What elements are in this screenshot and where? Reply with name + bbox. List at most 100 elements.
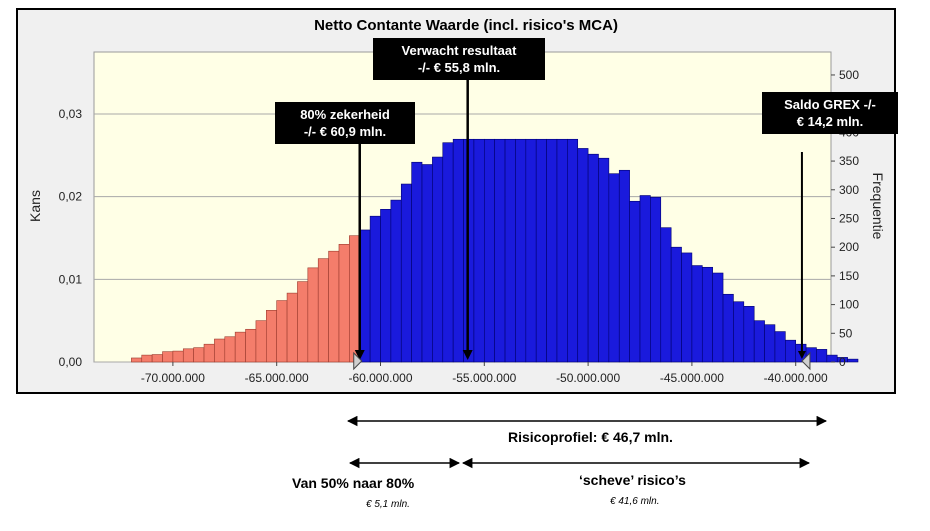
y2-tick-label-5: 250 bbox=[839, 211, 859, 225]
span-50-80-label: Van 50% naar 80% bbox=[292, 475, 415, 491]
bar-40 bbox=[546, 138, 558, 363]
bar-20 bbox=[338, 244, 350, 363]
bar-5 bbox=[182, 348, 194, 363]
bar-24 bbox=[380, 208, 392, 363]
marker-expected-arrowhead bbox=[462, 350, 473, 360]
y-tick-label-1: 0,01 bbox=[59, 272, 83, 286]
bar-15 bbox=[286, 292, 298, 363]
bar-44 bbox=[587, 153, 599, 363]
bar-11 bbox=[245, 328, 257, 363]
bar-34 bbox=[483, 138, 495, 363]
bar-6 bbox=[193, 347, 205, 363]
bar-63 bbox=[785, 339, 797, 363]
bar-2 bbox=[151, 354, 163, 363]
bar-7 bbox=[203, 343, 215, 363]
bar-60 bbox=[753, 320, 765, 363]
bar-54 bbox=[691, 265, 703, 363]
bar-38 bbox=[525, 138, 537, 363]
right-slider-handle[interactable] bbox=[801, 351, 811, 371]
bar-43 bbox=[577, 148, 589, 363]
marker-grex-arrowhead bbox=[797, 351, 806, 359]
bar-41 bbox=[556, 138, 568, 363]
bar-4 bbox=[172, 350, 184, 363]
x-tick-label-0: -70.000.000 bbox=[141, 371, 205, 385]
y2-axis-label: Frequentie bbox=[870, 173, 886, 240]
bar-29 bbox=[432, 156, 444, 363]
y2-tick-label-3: 150 bbox=[839, 269, 859, 283]
bar-42 bbox=[567, 138, 579, 363]
left-slider-handle[interactable] bbox=[353, 351, 363, 371]
bar-16 bbox=[297, 281, 309, 363]
x-tick-label-6: -40.000.000 bbox=[764, 371, 828, 385]
bar-62 bbox=[774, 331, 786, 363]
y2-tick-label-7: 350 bbox=[839, 154, 859, 168]
bar-58 bbox=[733, 301, 745, 363]
x-tick-label-3: -55.000.000 bbox=[452, 371, 516, 385]
certainty-title: 80% zekerheid bbox=[300, 107, 390, 122]
bar-52 bbox=[670, 246, 682, 363]
bar-10 bbox=[234, 331, 246, 363]
bar-0 bbox=[131, 357, 143, 363]
y-tick-label-2: 0,02 bbox=[59, 190, 83, 204]
bar-45 bbox=[598, 157, 610, 363]
bar-12 bbox=[255, 320, 267, 363]
bar-48 bbox=[629, 200, 641, 363]
bar-17 bbox=[307, 267, 319, 363]
bar-67 bbox=[826, 354, 838, 363]
y-tick-label-0: 0,00 bbox=[59, 355, 83, 369]
span-50-80-value: € 5,1 mln. bbox=[366, 499, 410, 510]
y2-tick-label-1: 50 bbox=[839, 326, 853, 340]
bar-53 bbox=[681, 252, 693, 363]
bar-47 bbox=[618, 169, 630, 363]
bar-57 bbox=[722, 293, 734, 363]
bar-25 bbox=[390, 199, 402, 363]
grex-title: Saldo GREX -/- bbox=[784, 97, 876, 112]
bar-3 bbox=[162, 351, 174, 363]
x-tick-label-1: -65.000.000 bbox=[245, 371, 309, 385]
bar-35 bbox=[494, 138, 506, 363]
marker-lines bbox=[353, 64, 811, 371]
histogram-chart: Netto Contante Waarde (incl. risico's MC… bbox=[27, 17, 886, 385]
grex-callout: Saldo GREX -/- € 14,2 mln. bbox=[762, 92, 898, 134]
risk-profile-label: Risicoprofiel: € 46,7 mln. bbox=[508, 429, 673, 445]
grex-value: € 14,2 mln. bbox=[796, 114, 864, 129]
bar-21 bbox=[349, 235, 361, 363]
bar-66 bbox=[816, 349, 828, 363]
bar-22 bbox=[359, 229, 371, 363]
bar-27 bbox=[411, 161, 423, 363]
y2-tick-label-10: 500 bbox=[839, 68, 859, 82]
bar-18 bbox=[317, 258, 329, 363]
bar-36 bbox=[504, 138, 516, 363]
y2-tick-label-6: 300 bbox=[839, 183, 859, 197]
bar-46 bbox=[608, 173, 620, 363]
bar-31 bbox=[452, 138, 464, 363]
bar-39 bbox=[535, 138, 547, 363]
bar-61 bbox=[764, 324, 776, 363]
y2-tick-label-0: 0 bbox=[839, 355, 846, 369]
x-tick-label-5: -45.000.000 bbox=[660, 371, 724, 385]
marker-80pct-arrowhead bbox=[354, 350, 365, 360]
x-tick-label-2: -60.000.000 bbox=[348, 371, 412, 385]
bar-55 bbox=[701, 266, 713, 363]
bar-33 bbox=[473, 138, 485, 363]
x-tick-label-4: -50.000.000 bbox=[556, 371, 620, 385]
certainty-value: -/- € 60,9 mln. bbox=[303, 124, 387, 139]
bar-51 bbox=[660, 227, 672, 363]
bar-37 bbox=[515, 138, 527, 363]
y-tick-label-3: 0,03 bbox=[59, 107, 83, 121]
expected-result-callout: Verwacht resultaat -/- € 55,8 mln. bbox=[373, 38, 545, 80]
axes: -70.000.000 -65.000.000 -60.000.000 -55.000… bbox=[59, 68, 860, 385]
skew-risks-label: ‘scheve’ risico’s bbox=[579, 472, 686, 488]
bar-49 bbox=[639, 195, 651, 363]
bar-14 bbox=[276, 300, 288, 363]
bar-26 bbox=[400, 183, 412, 363]
bar-19 bbox=[328, 250, 340, 363]
bar-8 bbox=[214, 338, 226, 363]
bar-50 bbox=[650, 196, 662, 363]
certainty-callout: 80% zekerheid -/- € 60,9 mln. bbox=[275, 102, 415, 144]
skew-risks-value: € 41,6 mln. bbox=[610, 496, 660, 507]
y2-tick-label-2: 100 bbox=[839, 298, 859, 312]
histogram-bars bbox=[131, 138, 859, 363]
bar-1 bbox=[141, 354, 153, 363]
bar-59 bbox=[743, 306, 755, 363]
